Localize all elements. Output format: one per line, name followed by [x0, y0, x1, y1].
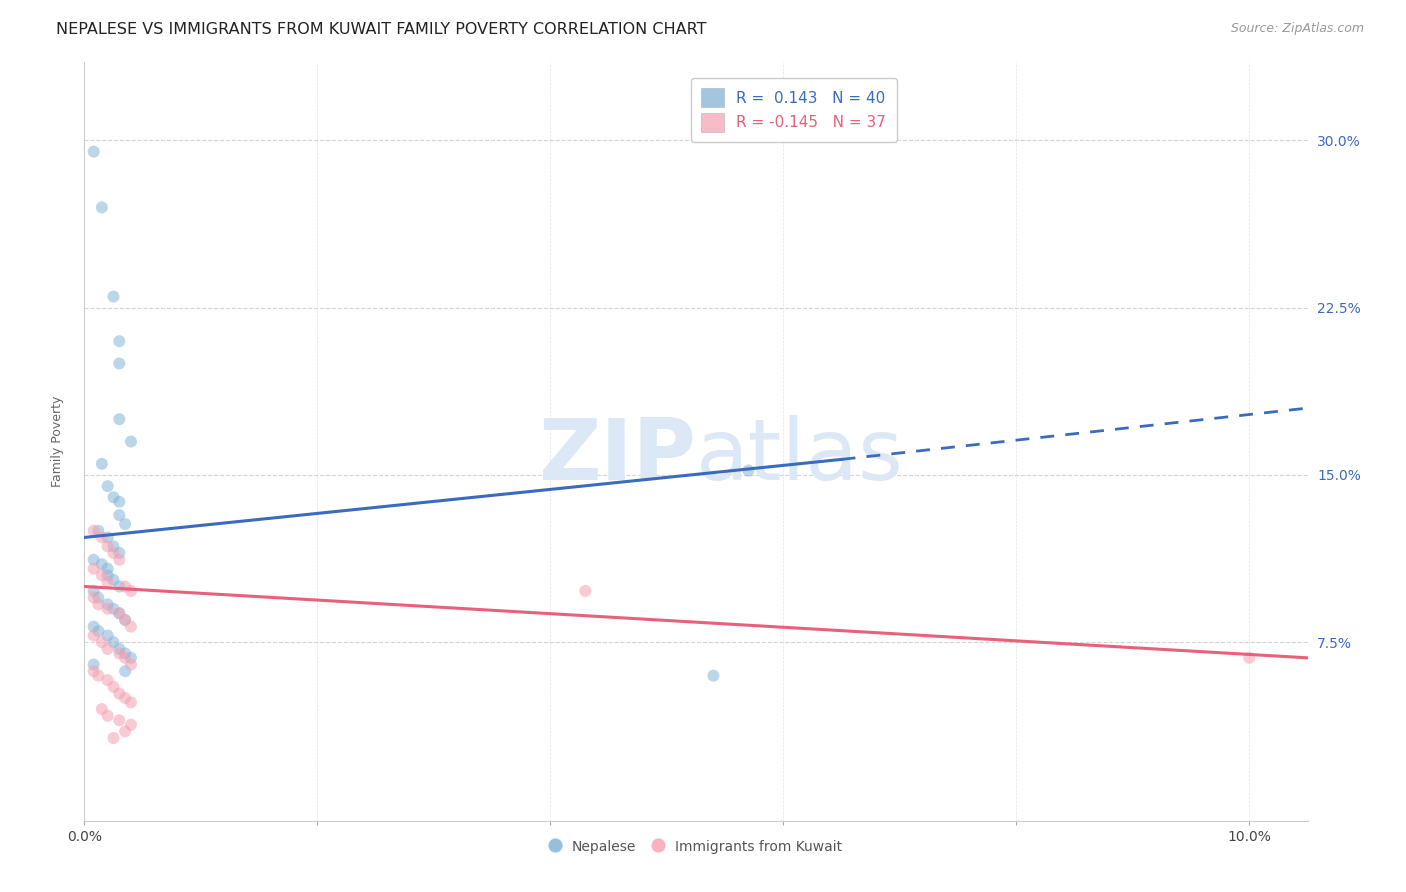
- Point: [108, 580, 131, 594]
- Point: [97, 642, 120, 657]
- Point: [90, 568, 112, 582]
- Text: NEPALESE VS IMMIGRANTS FROM KUWAIT FAMILY POVERTY CORRELATION CHART: NEPALESE VS IMMIGRANTS FROM KUWAIT FAMIL…: [56, 22, 707, 37]
- Point: [103, 539, 125, 553]
- Point: [87, 598, 110, 612]
- Y-axis label: Family Poverty: Family Poverty: [51, 396, 65, 487]
- Point: [97, 479, 120, 493]
- Point: [120, 434, 142, 449]
- Point: [108, 642, 131, 657]
- Point: [702, 669, 724, 683]
- Point: [114, 664, 136, 679]
- Point: [120, 583, 142, 598]
- Text: Source: ZipAtlas.com: Source: ZipAtlas.com: [1230, 22, 1364, 36]
- Point: [90, 530, 112, 544]
- Point: [108, 494, 131, 508]
- Point: [83, 583, 105, 598]
- Point: [97, 575, 120, 590]
- Point: [103, 680, 125, 694]
- Point: [83, 145, 105, 159]
- Point: [114, 580, 136, 594]
- Point: [97, 602, 120, 616]
- Point: [120, 619, 142, 633]
- Point: [83, 524, 105, 538]
- Point: [1239, 651, 1261, 665]
- Point: [108, 607, 131, 621]
- Point: [120, 696, 142, 710]
- Point: [120, 651, 142, 665]
- Point: [103, 573, 125, 587]
- Point: [97, 628, 120, 642]
- Point: [83, 552, 105, 567]
- Point: [737, 464, 759, 478]
- Point: [87, 591, 110, 605]
- Point: [97, 673, 120, 688]
- Point: [103, 289, 125, 303]
- Point: [574, 583, 596, 598]
- Point: [90, 557, 112, 572]
- Point: [103, 490, 125, 504]
- Point: [120, 717, 142, 731]
- Point: [83, 628, 105, 642]
- Point: [103, 635, 125, 649]
- Text: atlas: atlas: [696, 415, 904, 499]
- Point: [83, 591, 105, 605]
- Point: [97, 708, 120, 723]
- Point: [90, 457, 112, 471]
- Point: [108, 412, 131, 426]
- Point: [97, 568, 120, 582]
- Point: [120, 657, 142, 672]
- Point: [108, 687, 131, 701]
- Point: [114, 613, 136, 627]
- Point: [108, 646, 131, 660]
- Point: [108, 546, 131, 560]
- Legend: Nepalese, Immigrants from Kuwait: Nepalese, Immigrants from Kuwait: [544, 834, 848, 859]
- Point: [108, 714, 131, 728]
- Point: [108, 552, 131, 567]
- Point: [90, 635, 112, 649]
- Point: [114, 690, 136, 705]
- Point: [83, 619, 105, 633]
- Point: [114, 651, 136, 665]
- Point: [87, 524, 110, 538]
- Point: [103, 731, 125, 746]
- Point: [90, 702, 112, 716]
- Point: [83, 657, 105, 672]
- Point: [103, 546, 125, 560]
- Point: [83, 562, 105, 576]
- Point: [114, 724, 136, 739]
- Point: [83, 664, 105, 679]
- Point: [114, 613, 136, 627]
- Point: [97, 530, 120, 544]
- Point: [97, 598, 120, 612]
- Point: [114, 517, 136, 532]
- Point: [87, 669, 110, 683]
- Point: [108, 356, 131, 371]
- Point: [103, 602, 125, 616]
- Point: [114, 646, 136, 660]
- Point: [97, 539, 120, 553]
- Point: [108, 334, 131, 349]
- Point: [108, 508, 131, 523]
- Text: ZIP: ZIP: [538, 415, 696, 499]
- Point: [90, 201, 112, 215]
- Point: [97, 562, 120, 576]
- Point: [87, 624, 110, 639]
- Point: [108, 607, 131, 621]
